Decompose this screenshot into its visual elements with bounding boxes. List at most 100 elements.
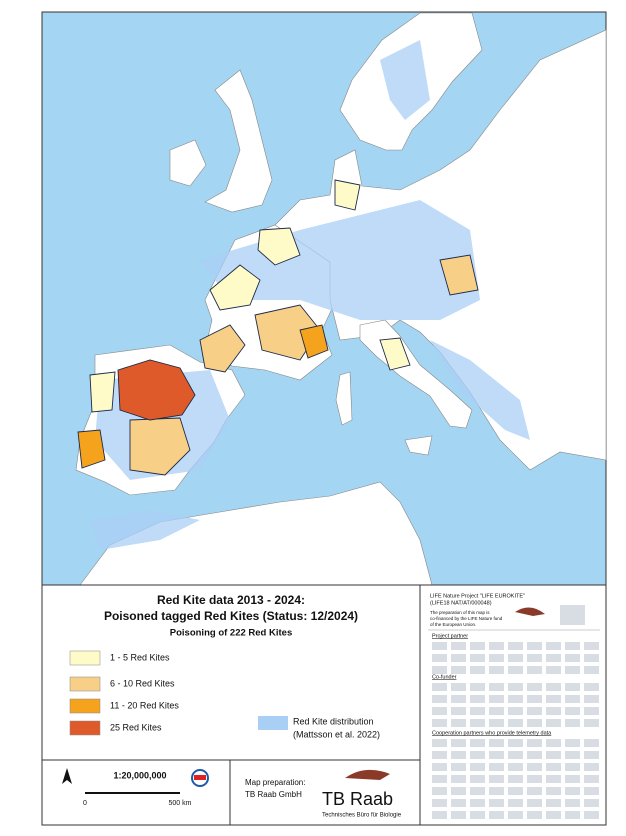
logo: [470, 811, 485, 819]
logo: [527, 666, 542, 674]
region: [77, 429, 106, 469]
logo: [527, 811, 542, 819]
logo: [527, 719, 542, 727]
logo: [451, 666, 466, 674]
logo: [546, 775, 561, 783]
logo: [451, 707, 466, 715]
scale-start: 0: [83, 800, 87, 807]
distribution-area: [430, 340, 530, 440]
distribution-area: [200, 200, 480, 320]
region: [334, 179, 361, 211]
region: [117, 359, 196, 421]
logo: [489, 666, 504, 674]
project-note: co-financed by the LIFE Nature fund: [430, 616, 503, 621]
logo: [470, 683, 485, 691]
region: [439, 254, 479, 296]
legend: 1 - 5 Red Kites 6 - 10 Red Kites 11 - 20 R…: [69, 650, 179, 736]
logo-subtitle: Technisches Büro für Biologie: [322, 813, 402, 819]
logo: [546, 683, 561, 691]
region: [257, 227, 301, 266]
logo: [565, 707, 580, 715]
poisoning-regions: [77, 179, 479, 476]
logo: [489, 719, 504, 727]
logo: [527, 654, 542, 662]
region: [299, 324, 329, 359]
logo: [584, 666, 599, 674]
logo-text: TB Raab: [322, 789, 393, 809]
legend-label: 1 - 5 Red Kites: [110, 652, 170, 662]
logo: [546, 707, 561, 715]
legend-label: 6 - 10 Red Kites: [110, 678, 175, 688]
logo: [584, 683, 599, 691]
logo: [432, 654, 447, 662]
logo: [432, 775, 447, 783]
logo: [546, 799, 561, 807]
logo: [451, 763, 466, 771]
logo: [451, 775, 466, 783]
logo: [432, 799, 447, 807]
region: [89, 371, 116, 413]
logo: [470, 695, 485, 703]
scale-ratio: 1:20,000,000: [113, 770, 166, 780]
logo: [527, 799, 542, 807]
credits-heading: Map preparation:: [245, 778, 305, 787]
logo: [565, 787, 580, 795]
logo: [508, 763, 523, 771]
logo: [584, 775, 599, 783]
logo: [584, 642, 599, 650]
logo: [584, 739, 599, 747]
logo: [584, 695, 599, 703]
logo: [470, 654, 485, 662]
logo: [432, 707, 447, 715]
scale-end: 500 km: [169, 800, 192, 807]
logo: [565, 799, 580, 807]
logo: [489, 811, 504, 819]
logo: [489, 654, 504, 662]
logo: [451, 799, 466, 807]
logo: [470, 666, 485, 674]
logo: [546, 739, 561, 747]
logo: [470, 707, 485, 715]
legend-box: [41, 584, 607, 826]
logo: [451, 787, 466, 795]
logo: [508, 775, 523, 783]
logo: [432, 719, 447, 727]
logo: [565, 719, 580, 727]
logo: [527, 751, 542, 759]
logo: [508, 642, 523, 650]
logo: [432, 811, 447, 819]
logo: [489, 799, 504, 807]
logo: [584, 787, 599, 795]
logo: [470, 799, 485, 807]
logo: [584, 751, 599, 759]
logo: [508, 799, 523, 807]
logo: [432, 787, 447, 795]
section-heading: Co-funder: [432, 674, 457, 680]
logo: [451, 654, 466, 662]
logo: [565, 642, 580, 650]
logo: [432, 683, 447, 691]
legend-swatch: [69, 698, 101, 714]
distribution-area: [90, 510, 200, 550]
logo: [546, 811, 561, 819]
logo-bird: [345, 769, 390, 780]
logo: [584, 799, 599, 807]
logo: [451, 739, 466, 747]
region: [209, 264, 261, 311]
logo: [508, 751, 523, 759]
logo: [565, 763, 580, 771]
logos: [432, 739, 599, 819]
logo: [584, 763, 599, 771]
logo: [451, 719, 466, 727]
logo: [470, 719, 485, 727]
sicily: [404, 435, 433, 456]
project-code: (LIFE18 NAT/AT/000048): [430, 600, 492, 606]
logo: [432, 666, 447, 674]
logo: [508, 739, 523, 747]
section-heading: Project partner: [432, 633, 468, 639]
region: [379, 337, 411, 371]
logo: [565, 666, 580, 674]
logo: [470, 642, 485, 650]
title-line: Poisoned tagged Red Kites (Status: 12/20…: [104, 609, 358, 623]
logo: [565, 695, 580, 703]
